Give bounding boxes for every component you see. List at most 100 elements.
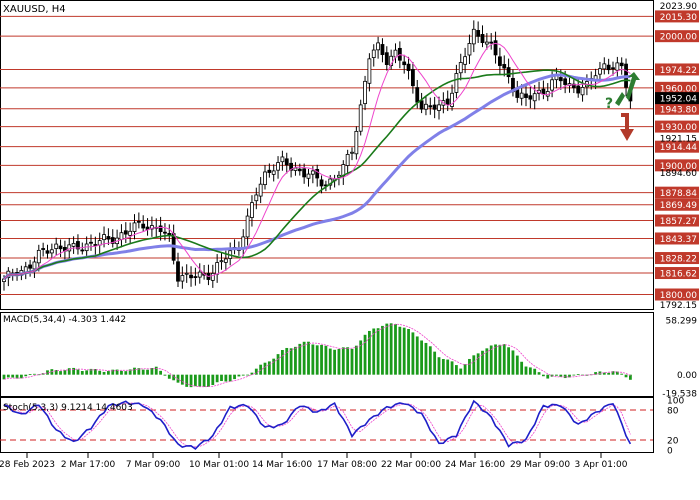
bear-candle (58, 245, 63, 250)
level-label-box (655, 267, 699, 280)
macd-bar (120, 370, 123, 375)
macd-bar (620, 373, 624, 375)
macd-bar (533, 368, 537, 375)
bear-candle (419, 100, 424, 110)
bear-candle (163, 231, 167, 234)
macd-bar (424, 342, 428, 375)
bear-candle (611, 67, 615, 70)
macd-bar (272, 358, 276, 375)
macd-bar (420, 340, 423, 375)
macd-bar (446, 359, 450, 375)
bear-candle (106, 236, 111, 240)
bear-candle (141, 223, 146, 229)
bull-candle (424, 103, 428, 110)
price-tick-label: 1792.15 (660, 301, 697, 311)
level-label: 1800.00 (660, 291, 697, 301)
bear-candle (541, 88, 546, 95)
level-label-box (655, 120, 699, 133)
level-label-box (655, 186, 699, 199)
bull-candle (36, 249, 41, 264)
macd-bar (511, 350, 515, 375)
bull-candle (363, 80, 367, 105)
bull-candle (254, 194, 259, 202)
macd-tick-label: 58.299 (666, 317, 698, 327)
bear-candle (319, 179, 324, 187)
level-label: 1943.80 (660, 105, 697, 115)
macd-bar (76, 369, 80, 375)
stoch-tick-label: 20 (667, 437, 679, 447)
macd-bar (2, 374, 6, 380)
x-tick-label: 2 Mar 17:00 (61, 460, 116, 470)
level-label: 1900.00 (660, 162, 697, 172)
macd-bar (459, 368, 463, 375)
bull-candle (102, 234, 106, 241)
x-tick-label: 7 Mar 09:00 (126, 460, 181, 470)
bear-candle (606, 64, 611, 71)
bull-candle (450, 92, 454, 107)
macd-tick-label: 0.00 (677, 371, 697, 381)
level-label: 1857.27 (660, 217, 697, 227)
macd-bar (363, 334, 367, 375)
bull-candle (550, 79, 554, 91)
macd-bar (559, 374, 563, 377)
bull-candle (350, 151, 354, 154)
level-label-box (655, 252, 699, 265)
bear-candle (563, 78, 568, 85)
macd-bar (594, 372, 597, 375)
bull-candle (306, 173, 311, 179)
bull-candle (463, 56, 468, 65)
macd-bar (137, 368, 141, 375)
macd-bar (128, 369, 132, 375)
bull-candle (615, 62, 620, 71)
bear-candle (380, 44, 385, 55)
macd-bar (241, 374, 245, 376)
macd-bar (307, 341, 310, 375)
macd-bar (24, 374, 28, 377)
bear-candle (558, 77, 563, 82)
macd-bar (328, 348, 332, 375)
macd-bar (489, 345, 493, 375)
bear-candle (158, 225, 163, 233)
macd-bar (276, 354, 280, 375)
macd-bar (15, 374, 19, 379)
macd-bar (54, 370, 58, 375)
bull-candle (132, 222, 137, 232)
bear-candle (502, 64, 507, 69)
macd-bar (568, 374, 571, 378)
macd-bar (167, 374, 171, 379)
macd-bar (202, 374, 206, 387)
macd-bar (542, 374, 545, 377)
bear-candle (136, 220, 141, 223)
bull-candle (367, 58, 372, 84)
macd-bar (33, 373, 36, 375)
macd-bar (450, 361, 454, 375)
bear-candle (193, 276, 198, 278)
x-tick-label: 14 Mar 16:00 (252, 460, 312, 470)
macd-bar (350, 348, 354, 375)
bull-candle (197, 271, 202, 278)
macd-bar (441, 359, 445, 375)
macd-bar (520, 361, 524, 375)
bear-candle (302, 168, 307, 178)
bull-candle (258, 183, 263, 197)
macd-bar (563, 374, 567, 379)
x-tick-label: 17 Mar 08:00 (317, 460, 377, 470)
bear-candle (80, 249, 85, 252)
macd-bar (333, 349, 336, 375)
bear-candle (89, 241, 93, 244)
level-label: 1878.84 (660, 189, 697, 199)
macd-bar (607, 372, 611, 375)
stoch-tick-label: 80 (667, 407, 679, 417)
macd-bar (11, 374, 15, 378)
bull-candle (245, 215, 250, 238)
macd-bar (150, 367, 154, 375)
bull-candle (223, 258, 228, 263)
macd-bar (463, 364, 467, 375)
macd-bar (546, 374, 550, 379)
stoch-signal-line (3, 402, 631, 448)
bear-candle (432, 104, 437, 110)
macd-bar (289, 348, 293, 375)
level-label-box (655, 63, 699, 76)
macd-bar (320, 344, 323, 375)
